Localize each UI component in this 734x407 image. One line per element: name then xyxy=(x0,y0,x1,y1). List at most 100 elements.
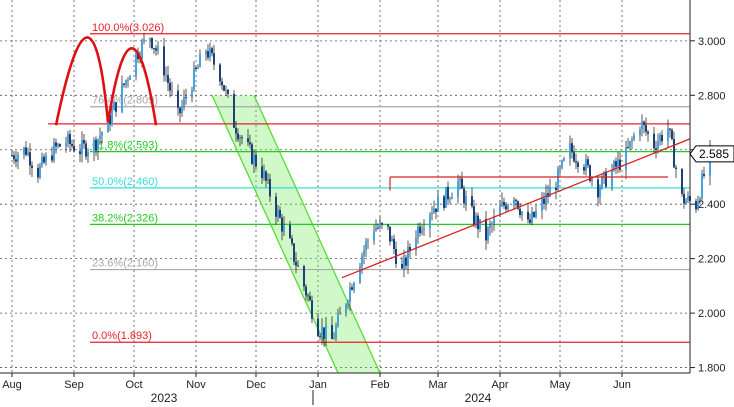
fib-label: 50.0%(2.460) xyxy=(92,176,158,188)
candle-body xyxy=(417,226,419,238)
candle-body xyxy=(95,139,97,151)
candle-body xyxy=(297,265,299,267)
candle-body xyxy=(585,159,587,171)
candle-body xyxy=(653,133,655,149)
candle-body xyxy=(499,206,501,217)
candle-body xyxy=(457,181,459,198)
x-tick-label: Oct xyxy=(125,379,142,391)
candle-body xyxy=(127,79,129,81)
candle-body xyxy=(445,186,447,208)
candle-body xyxy=(363,250,365,256)
fib-label: 100.0%(3.026) xyxy=(92,22,164,34)
candle-body xyxy=(25,147,27,155)
candle-body xyxy=(205,51,207,55)
candle-body xyxy=(251,144,253,164)
candle-body xyxy=(401,263,403,269)
candle-body xyxy=(303,266,305,287)
candle-body xyxy=(227,89,229,94)
candle-body xyxy=(197,67,199,69)
candle-body xyxy=(353,282,355,290)
candle-body xyxy=(423,228,425,230)
last-price-marker xyxy=(689,145,734,163)
channel-line-upper xyxy=(253,95,381,374)
candle-body xyxy=(507,205,509,210)
candle-body xyxy=(667,128,669,142)
candle-body xyxy=(207,51,209,58)
candle-body xyxy=(169,82,171,91)
candle-body xyxy=(571,143,573,153)
candle-body xyxy=(143,39,145,42)
candle-body xyxy=(489,225,491,229)
candle-body xyxy=(93,139,95,153)
candle-body xyxy=(183,97,185,106)
candle-body xyxy=(289,225,291,239)
candle-body xyxy=(391,238,393,242)
candle-body xyxy=(583,166,585,171)
candle-body xyxy=(695,201,697,210)
candle-body xyxy=(485,218,487,241)
candle-body xyxy=(295,261,297,266)
candle-body xyxy=(449,199,451,201)
candle-body xyxy=(71,143,73,147)
candle-body xyxy=(167,75,169,83)
candle-body xyxy=(319,336,321,338)
x-tick-label: Feb xyxy=(371,379,390,391)
candle-body xyxy=(45,155,47,163)
candle-body xyxy=(555,187,557,191)
candle-body xyxy=(101,132,103,136)
y-tick-label: 2.000 xyxy=(698,308,726,320)
candle-body xyxy=(613,161,615,171)
candle-body xyxy=(681,168,683,194)
candle-body xyxy=(531,211,533,223)
x-tick-label: Jan xyxy=(309,379,327,391)
candle-body xyxy=(431,213,433,215)
candle-body xyxy=(293,243,295,262)
candle-body xyxy=(193,67,195,91)
candle-body xyxy=(377,227,379,229)
candle-body xyxy=(37,167,39,178)
candle-body xyxy=(225,89,227,91)
fibonacci-levels: 100.0%(3.026) 76.4%(2.809) 61.8%(2.593) 50.… xyxy=(48,22,690,343)
candle-body xyxy=(39,165,41,178)
candle-body xyxy=(51,155,53,161)
candle-body xyxy=(533,211,535,217)
candle-body xyxy=(459,178,461,182)
candle-body xyxy=(281,217,283,232)
candle-body xyxy=(393,238,395,249)
candle-body xyxy=(211,48,213,54)
candle-body xyxy=(617,159,619,167)
candle-body xyxy=(359,266,361,283)
candle-body xyxy=(97,139,99,151)
fib-label: 61.8%(2.593) xyxy=(92,140,158,152)
fib-label: 0.0%(1.893) xyxy=(92,330,152,342)
candle-body xyxy=(99,135,101,140)
candle-body xyxy=(171,90,173,92)
candle-body xyxy=(269,179,271,197)
y-tick-label: 1.800 xyxy=(698,363,726,375)
candle-body xyxy=(463,188,465,204)
candle-body xyxy=(645,125,647,132)
candle-body xyxy=(647,131,649,134)
double-top-arc-left xyxy=(54,36,110,126)
candle-body xyxy=(199,54,201,68)
candle-body xyxy=(223,85,225,91)
candle-body xyxy=(275,196,277,217)
candle-body xyxy=(219,64,221,82)
candle-body xyxy=(339,313,341,315)
candle-body xyxy=(501,201,503,207)
candle-body xyxy=(629,141,631,148)
candle-body xyxy=(597,179,599,198)
candle-body xyxy=(569,143,571,159)
candle-body xyxy=(415,237,417,251)
candle-body xyxy=(545,193,547,204)
double-top-arc-right xyxy=(106,47,158,126)
candle-body xyxy=(347,302,349,305)
candle-body xyxy=(109,114,111,125)
candle-body xyxy=(67,134,69,144)
candle-body xyxy=(41,156,43,166)
candle-body xyxy=(611,170,613,187)
candle-body xyxy=(657,141,659,150)
candle-body xyxy=(465,196,467,204)
candle-body xyxy=(409,247,411,251)
candle-body xyxy=(55,142,57,147)
